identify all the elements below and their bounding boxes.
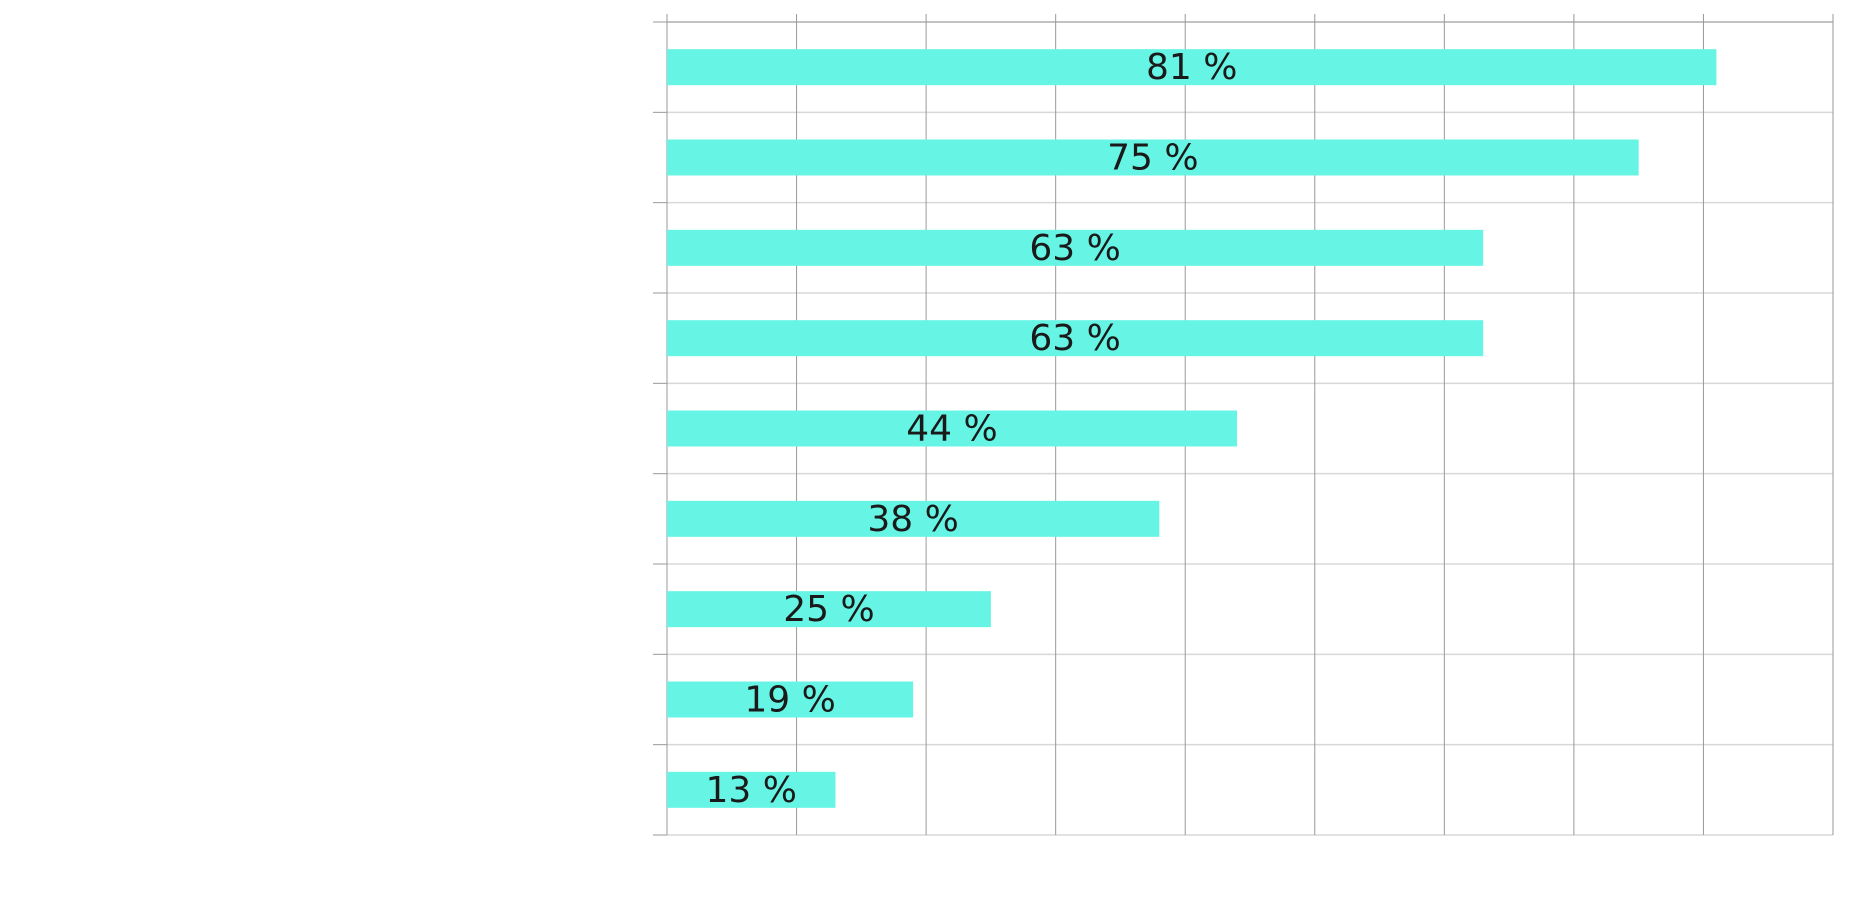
bar-value-label: 81 % <box>1146 47 1237 88</box>
bar <box>667 410 1238 447</box>
bar <box>667 320 1484 357</box>
bar-value-label: 19 % <box>744 680 835 721</box>
bar-value-label: 63 % <box>1029 228 1120 269</box>
bar-value-label: 25 % <box>783 589 874 630</box>
bar <box>667 771 836 808</box>
bar <box>667 591 991 628</box>
bar-value-label: 63 % <box>1029 318 1120 359</box>
bar-value-label: 44 % <box>906 409 997 450</box>
bar <box>667 139 1639 176</box>
bar <box>667 500 1160 537</box>
bar <box>667 49 1717 86</box>
bar-value-label: 75 % <box>1107 138 1198 179</box>
bar <box>667 229 1484 266</box>
bar <box>667 681 914 718</box>
data-labels-layer: 81 % 75 % 63 % 63 % 44 % 38 % 25 % 19 % 13 % <box>705 47 1237 811</box>
bars-layer <box>667 49 1717 808</box>
bar-value-label: 38 % <box>867 499 958 540</box>
bar-value-label: 13 % <box>705 770 796 811</box>
